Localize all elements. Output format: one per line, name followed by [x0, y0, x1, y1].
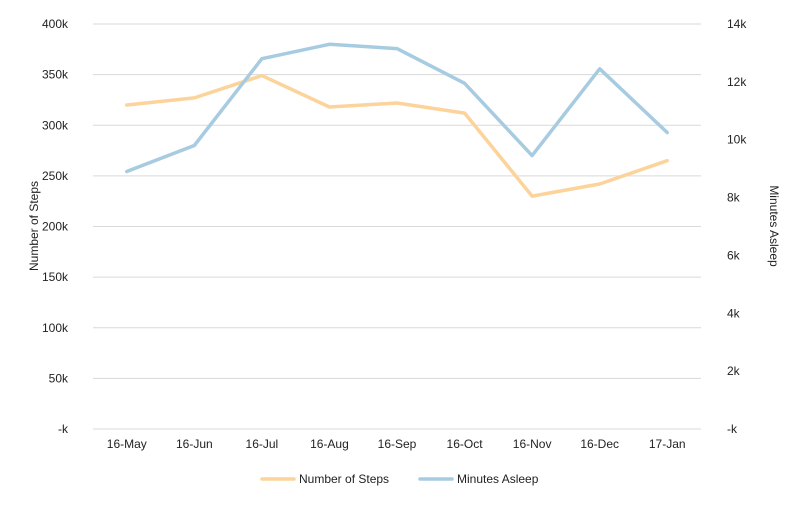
right-axis-title: Minutes Asleep: [767, 185, 781, 267]
left-tick-label: -k: [58, 422, 69, 436]
x-tick-label: 16-Aug: [310, 437, 349, 451]
left-axis-title: Number of Steps: [27, 181, 41, 271]
left-tick-label: 400k: [42, 17, 69, 31]
right-tick-label: -k: [727, 422, 738, 436]
series-line-number-of-steps: [125, 73, 669, 198]
legend-label-number-of-steps: Number of Steps: [299, 472, 389, 486]
legend-label-minutes-asleep: Minutes Asleep: [457, 472, 539, 486]
series-lines: [125, 42, 669, 198]
x-axis-ticks: 16-May 16-Jun 16-Jul 16-Aug 16-Sep 16-Oct 16-N…: [107, 437, 686, 451]
series-line-minutes-asleep: [125, 42, 669, 174]
right-tick-label: 10k: [727, 133, 747, 147]
gridlines: [93, 23, 701, 430]
x-tick-label: 16-Jul: [246, 437, 279, 451]
right-tick-label: 2k: [727, 364, 741, 378]
x-tick-label: 16-Dec: [580, 437, 619, 451]
left-tick-label: 350k: [42, 68, 69, 82]
left-y-axis-ticks: -k 50k 100k 150k 200k 250k 300k 350k 400k: [42, 17, 69, 436]
left-tick-label: 250k: [42, 169, 69, 183]
x-tick-label: 16-Jun: [176, 437, 213, 451]
x-tick-label: 17-Jan: [649, 437, 686, 451]
left-tick-label: 150k: [42, 270, 69, 284]
x-tick-label: 16-May: [107, 437, 147, 451]
legend: Number of Steps Minutes Asleep: [260, 472, 539, 486]
x-tick-label: 16-Oct: [447, 437, 484, 451]
left-tick-label: 300k: [42, 118, 69, 132]
left-tick-label: 200k: [42, 220, 69, 234]
right-y-axis-ticks: -k 2k 4k 6k 8k 10k 12k 14k: [727, 17, 747, 436]
right-tick-label: 8k: [727, 191, 741, 205]
x-tick-label: 16-Sep: [378, 437, 417, 451]
right-tick-label: 6k: [727, 248, 741, 262]
right-tick-label: 14k: [727, 17, 747, 31]
right-tick-label: 4k: [727, 306, 741, 320]
x-tick-label: 16-Nov: [513, 437, 552, 451]
right-tick-label: 12k: [727, 75, 747, 89]
left-tick-label: 100k: [42, 321, 69, 335]
left-tick-label: 50k: [49, 371, 69, 385]
